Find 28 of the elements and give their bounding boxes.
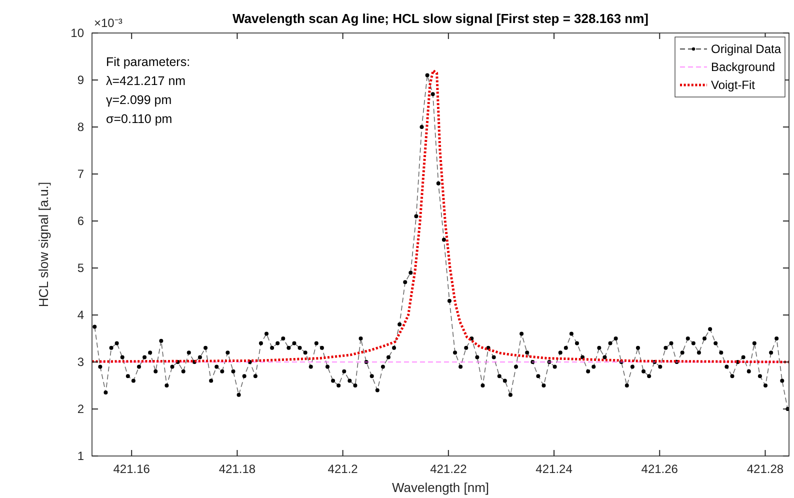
x-axis-title: Wavelength [nm] bbox=[392, 480, 490, 495]
annotation: γ=2.099 pm bbox=[106, 93, 172, 107]
y-tick-label: 5 bbox=[77, 261, 84, 275]
x-tick-label: 421.18 bbox=[218, 462, 256, 476]
y-tick-label: 9 bbox=[77, 73, 84, 87]
annotation: σ=0.110 pm bbox=[106, 112, 172, 126]
x-tick-label: 421.28 bbox=[746, 462, 784, 476]
legend-label: Voigt-Fit bbox=[711, 78, 756, 92]
x-tick-label: 421.24 bbox=[536, 462, 573, 476]
text: ×10⁻³ bbox=[94, 16, 122, 30]
annotation: Fit parameters: bbox=[106, 55, 190, 69]
y-tick-label: 6 bbox=[77, 214, 84, 228]
y-tick-label: 10 bbox=[70, 26, 84, 40]
y-tick-label: 3 bbox=[77, 355, 84, 369]
annotation: λ=421.217 nm bbox=[106, 74, 186, 88]
x-tick-label: 421.16 bbox=[113, 462, 150, 476]
legend-label: Background bbox=[711, 60, 776, 74]
x-tick-label: 421.26 bbox=[641, 462, 678, 476]
y-tick-label: 7 bbox=[77, 167, 84, 181]
y-tick-label: 4 bbox=[77, 308, 84, 322]
y-tick-label: 1 bbox=[77, 449, 84, 463]
chart-title: Wavelength scan Ag line; HCL slow signal [First step = 328.163 nm] bbox=[232, 11, 648, 26]
y-tick-label: 2 bbox=[77, 402, 84, 416]
y-tick-label: 8 bbox=[77, 120, 84, 134]
legend-label: Original Data bbox=[711, 42, 782, 56]
y-axis-title: HCL slow signal [a.u.] bbox=[36, 182, 51, 308]
x-tick-label: 421.22 bbox=[430, 462, 468, 476]
x-tick-label: 421.2 bbox=[328, 462, 358, 476]
